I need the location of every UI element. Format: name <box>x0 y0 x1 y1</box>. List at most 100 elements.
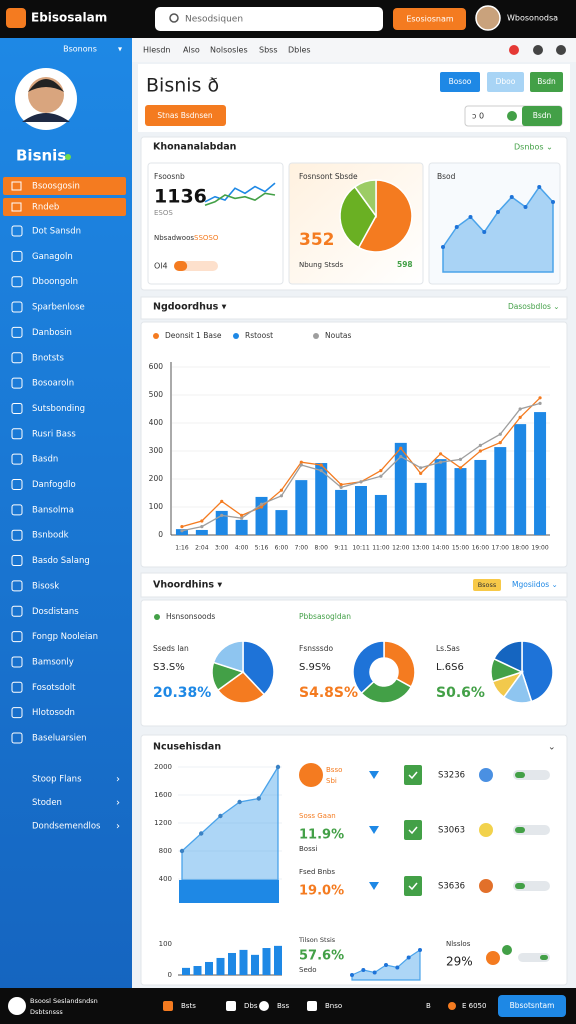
footer-item[interactable]: Bnso <box>325 1002 342 1010</box>
donut-value: S.9S% <box>299 662 331 673</box>
menu-icon <box>11 504 23 516</box>
section-link[interactable]: Dasosbdlos ⌄ <box>508 302 560 311</box>
toggle-knob <box>540 955 548 960</box>
user-name: Wbosonodsa <box>507 14 558 23</box>
arrow-icon <box>369 882 379 890</box>
tab[interactable]: Dbles <box>288 46 311 55</box>
line-point <box>279 488 284 492</box>
menu-item-label[interactable]: Ganagoln <box>32 252 73 262</box>
line-point <box>438 452 443 456</box>
sidebar-menu: Bsonons <box>63 45 97 54</box>
footer-item[interactable]: Bsts <box>181 1002 196 1010</box>
legend-dot <box>154 614 160 620</box>
menu-item-label[interactable]: Fongp Nooleian <box>32 632 98 642</box>
header-action[interactable] <box>440 72 480 92</box>
progress-fill <box>174 261 188 271</box>
menu-item-label[interactable]: Dot Sansdn <box>32 227 81 237</box>
tab[interactable]: Nolsosles <box>210 46 248 55</box>
y-tick-label: 0 <box>158 530 163 539</box>
line-point <box>379 469 383 473</box>
x-tick-label: 16:00 <box>472 545 489 552</box>
menu-item-label[interactable]: Sparbenlose <box>32 303 85 313</box>
menu-icon <box>11 181 22 191</box>
menu-item-label[interactable]: Rusri Bass <box>32 429 76 439</box>
menu-item-label[interactable]: Bosoaroln <box>32 379 74 389</box>
footer-company: Bsoosl Seslandsndsn <box>30 997 98 1005</box>
tab[interactable]: Also <box>183 46 200 55</box>
menu-group-label[interactable]: Stoop Flans <box>32 775 82 785</box>
menu-icon <box>11 605 23 617</box>
progress-label: Ol4 <box>154 262 168 271</box>
header-action[interactable] <box>530 72 563 92</box>
y-tick-label: 300 <box>149 446 164 455</box>
kpi-label: Bsod <box>437 172 456 181</box>
pie-slice <box>352 640 385 695</box>
pie-slice <box>339 185 377 249</box>
footer-item[interactable]: Bss <box>277 1002 289 1010</box>
x-tick-label: 9:11 <box>334 545 348 552</box>
area-point <box>179 848 185 854</box>
area-band <box>179 880 279 903</box>
menu-item-label[interactable]: Baseluarsien <box>32 734 87 744</box>
line-point <box>359 480 363 484</box>
area-point <box>482 230 487 234</box>
menu-item-label[interactable]: Basdn <box>32 455 58 465</box>
line-point <box>339 483 343 487</box>
card <box>428 162 561 285</box>
pie-slice <box>353 179 377 219</box>
menu-item-active[interactable] <box>3 198 126 216</box>
menu-icon <box>11 555 23 567</box>
page-title: Bisnis ð <box>146 75 219 97</box>
footer-status: B <box>426 1002 431 1010</box>
menu-item-label[interactable]: Bansolma <box>32 505 74 515</box>
area-point <box>406 955 411 960</box>
section-link[interactable]: Dsnbos ⌄ <box>514 143 553 152</box>
line-point <box>458 466 463 470</box>
area-point <box>395 965 400 970</box>
menu-item-label[interactable]: Dboongoln <box>32 277 78 287</box>
header-button[interactable] <box>393 8 466 30</box>
menu-icon <box>11 479 23 490</box>
tab[interactable]: Hlesdn <box>143 46 170 55</box>
menu-item-label[interactable]: Bamsonly <box>32 657 74 667</box>
line-point <box>200 525 204 529</box>
menu-item-label[interactable]: Bisosk <box>32 581 59 591</box>
primary-action[interactable] <box>145 105 226 126</box>
menu-item-label[interactable]: Bsnbodk <box>32 531 69 541</box>
section-link[interactable]: Mgosiidos ⌄ <box>512 580 558 589</box>
menu-item-label[interactable]: Hlotosodn <box>32 708 75 718</box>
menu-group-label[interactable]: Stoden <box>32 798 62 808</box>
line-point <box>478 449 482 453</box>
footer-item[interactable]: Dbs <box>244 1002 258 1010</box>
menu-group-label[interactable]: Dondsemendlos <box>32 822 101 832</box>
bar <box>274 945 282 975</box>
footer-button[interactable] <box>498 995 566 1017</box>
menu-item-label[interactable]: Bnotsts <box>32 353 65 363</box>
bar <box>235 519 248 535</box>
donut-label: Ls.Sas <box>436 644 460 653</box>
menu-item-label[interactable]: Basdo Salang <box>32 556 90 566</box>
line-point <box>259 505 264 509</box>
menu-item-active[interactable] <box>3 177 126 195</box>
sparkline <box>204 182 276 203</box>
row-amount: S3063 <box>438 826 465 836</box>
header-action[interactable] <box>487 72 524 92</box>
pager-button[interactable] <box>522 106 562 126</box>
menu-icon <box>11 225 23 237</box>
menu-item-label[interactable]: Danfogdlo <box>32 480 76 490</box>
x-tick-label: 1:16 <box>175 545 189 552</box>
profile-hair <box>28 79 64 92</box>
menu-item-label[interactable]: Danbosin <box>32 328 72 338</box>
footer-logo <box>8 997 26 1015</box>
menu-item-label[interactable]: Fosotsdolt <box>32 683 76 693</box>
area-point <box>537 185 542 189</box>
menu-item-label[interactable]: Dosdistans <box>32 607 79 617</box>
search-box[interactable] <box>155 7 383 31</box>
bar <box>335 489 348 535</box>
menu-item-label[interactable]: Sutsbonding <box>32 404 85 414</box>
tab[interactable]: Sbss <box>259 46 278 55</box>
x-tick-label: 7:00 <box>295 545 309 552</box>
row-subtitle: Sedo <box>299 966 316 974</box>
chevron: › <box>116 798 120 809</box>
